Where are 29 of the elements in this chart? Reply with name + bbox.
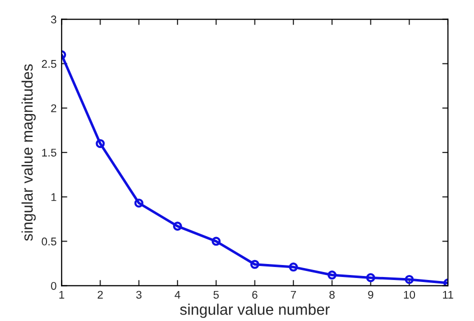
x-tick-label: 4 — [174, 290, 180, 299]
point — [212, 236, 221, 246]
x-tick-label: 6 — [252, 290, 258, 299]
x-tick-label: 8 — [329, 290, 335, 299]
x-tick-label: 10 — [404, 290, 416, 299]
point — [328, 270, 337, 280]
point — [172, 222, 182, 231]
point — [404, 274, 414, 284]
y-axis-title: singular value magnitudes — [22, 64, 36, 241]
point — [250, 260, 260, 269]
y-tick-label: 0.5 — [42, 238, 56, 246]
y-tick-label: 1.5 — [42, 148, 56, 157]
x-tick-label: 9 — [368, 290, 374, 299]
y-tick-label: 0 — [51, 282, 56, 290]
x-tick-label: 3 — [136, 290, 142, 299]
point — [134, 198, 144, 208]
y-tick-label: 2.5 — [42, 60, 56, 68]
x-axis-title: singular value number — [180, 304, 330, 318]
y-tick-label: 1 — [51, 193, 56, 201]
x-tick-label: 11 — [443, 290, 454, 299]
x-tick-label: 5 — [214, 290, 219, 299]
point — [366, 273, 376, 282]
x-tick-label: 1 — [59, 290, 64, 299]
y-tick-label: 2 — [51, 104, 56, 112]
point — [288, 262, 298, 272]
x-tick-label: 2 — [98, 290, 103, 299]
y-tick-label: 3 — [51, 16, 56, 24]
point — [96, 139, 105, 148]
x-tick-label: 7 — [290, 290, 296, 299]
